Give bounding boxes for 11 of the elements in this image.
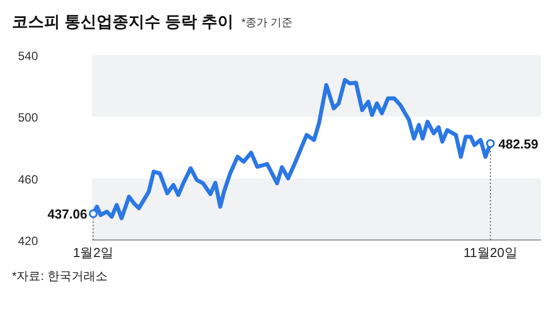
chart-subtitle: *종가 기준 (241, 17, 293, 29)
text: *자료: 한국거래소 (12, 269, 108, 283)
y-tick-label: 540 (18, 49, 38, 63)
y-tick-label: 460 (18, 172, 38, 186)
y-tick-label: 420 (18, 234, 38, 248)
data-label: 482.59 (498, 136, 538, 152)
x-tick-label: 1월2일 (73, 245, 114, 260)
data-label: 437.06 (47, 206, 88, 222)
chart-title: 코스피 통신업종지수 등락 추이 (12, 14, 234, 31)
y-tick-label: 500 (18, 110, 38, 125)
x-tick-label: 11월20일 (463, 245, 518, 260)
